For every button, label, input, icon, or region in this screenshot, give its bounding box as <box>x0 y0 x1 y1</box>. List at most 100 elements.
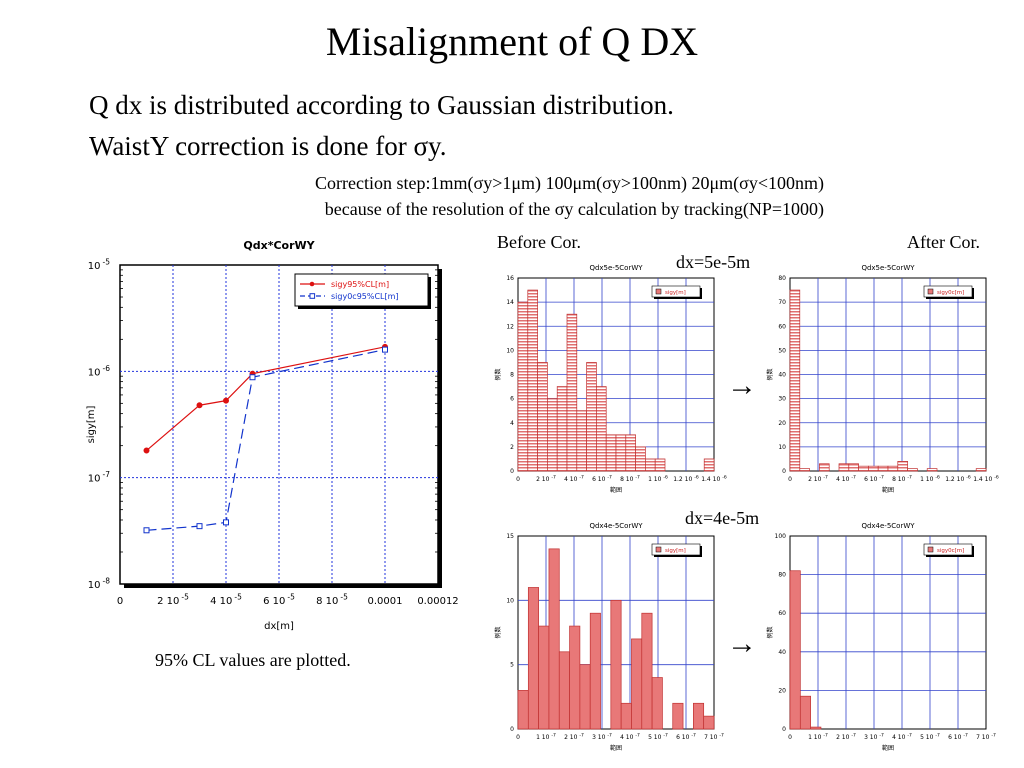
histogram-bar <box>789 570 801 730</box>
y-tick-label: 70 <box>778 299 786 306</box>
histogram-bar <box>799 468 810 472</box>
y-tick-label: 0 <box>510 468 514 475</box>
histogram-after-dx4e-5: Qdx4e-5CorWY 0 1 10 -7 2 10 -7 3 10 -7 4 10 -7 5 1… <box>766 522 996 752</box>
y-tick-label: 30 <box>778 396 786 403</box>
x-tick-label: 4 10 -7 <box>836 474 856 483</box>
x-axis-label: 範囲 <box>882 744 894 752</box>
main-line-chart: 0 2 10 -5 4 10 -5 6 10 -5 8 10 -5 0.0001 0.00012 10… <box>86 239 459 632</box>
legend-box <box>651 285 701 298</box>
data-point <box>249 374 256 381</box>
histogram-bar <box>848 463 859 472</box>
data-point <box>223 519 229 526</box>
histogram-bar <box>651 677 663 730</box>
caption: 95% CL values are plotted. <box>155 650 351 670</box>
y-axis-label: 例数 <box>494 626 502 638</box>
y-tick-label: 50 <box>778 347 786 354</box>
histogram-bar <box>537 362 548 472</box>
histogram-bar <box>819 463 830 472</box>
histogram-bar <box>569 625 581 730</box>
data-point <box>382 346 388 353</box>
x-tick-label: 0 <box>788 476 792 483</box>
y-axis-label: 例数 <box>766 626 774 638</box>
y-tick-label: 80 <box>778 572 786 579</box>
x-tick-label: 2 10 -7 <box>836 732 856 741</box>
x-tick-label: 8 10 -5 <box>316 593 348 608</box>
y-tick-label: 10 -6 <box>88 364 110 379</box>
histogram-bar <box>547 398 558 472</box>
data-point <box>143 527 150 534</box>
histogram-bar <box>897 461 908 472</box>
x-tick-label: 1 10 -7 <box>536 732 556 741</box>
x-tick-label: 3 10 -7 <box>592 732 612 741</box>
slide-title: Misalignment of Q DX <box>325 19 699 64</box>
x-tick-label: 2 10 -7 <box>536 474 556 483</box>
histogram-bar <box>789 289 801 472</box>
data-point <box>143 447 150 454</box>
y-tick-label: 100 <box>775 533 787 540</box>
histogram-bar <box>548 548 560 730</box>
x-tick-label: 1.2 10 -6 <box>945 474 971 483</box>
x-tick-label: 5 10 -7 <box>920 732 940 741</box>
y-tick-label: 15 <box>506 533 514 540</box>
legend-entry: sigy0c[m] <box>937 290 964 296</box>
histogram-bar <box>887 465 899 472</box>
histogram-bar <box>589 612 601 730</box>
legend-box <box>651 543 701 556</box>
x-tick-label: 4 10 -7 <box>564 474 584 483</box>
y-tick-label: 0 <box>782 468 786 475</box>
x-tick-label: 6 10 -5 <box>263 593 295 608</box>
legend-box <box>923 543 973 556</box>
note-resolution: because of the resolution of the σy calc… <box>324 199 824 219</box>
x-axis-label: 範囲 <box>610 744 622 752</box>
y-tick-label: 10 -8 <box>88 577 110 592</box>
histogram-bar <box>975 468 987 472</box>
histogram-bar <box>576 410 587 472</box>
x-tick-label: 6 10 -7 <box>676 732 696 741</box>
histogram-bar <box>625 434 636 472</box>
histogram-bar <box>620 702 632 730</box>
arrow-right-icon: → <box>727 369 757 402</box>
legend-swatch <box>927 546 934 553</box>
legend-marker <box>309 293 316 299</box>
plot-area <box>789 535 987 730</box>
x-tick-label: 4 10 -7 <box>892 732 912 741</box>
x-tick-label: 8 10 -7 <box>892 474 912 483</box>
x-tick-label: 8 10 -7 <box>620 474 640 483</box>
histogram-bar <box>566 313 578 472</box>
y-tick-label: 8 <box>510 372 514 379</box>
histogram-bar <box>556 386 568 472</box>
y-tick-label: 40 <box>778 372 786 379</box>
x-tick-label: 0.0001 <box>368 596 403 607</box>
x-tick-label: 0 <box>788 734 792 741</box>
histogram-bar <box>672 702 684 730</box>
y-tick-label: 40 <box>778 649 786 656</box>
histogram-bar <box>703 715 715 730</box>
x-tick-label: 2 10 -7 <box>564 732 584 741</box>
histogram-before-dx5e-5: Qdx5e-5CorWY 0 2 10 -7 4 10 -7 6 10 -7 8 10 -7 1 1… <box>494 264 727 494</box>
y-tick-label: 2 <box>510 444 514 451</box>
histogram-bar <box>605 434 617 472</box>
x-tick-label: 1.4 10 -6 <box>701 474 727 483</box>
y-tick-label: 0 <box>510 726 514 733</box>
histogram-bar <box>517 690 529 730</box>
before-correction-label: Before Cor. <box>497 232 581 252</box>
x-tick-label: 6 10 -7 <box>948 732 968 741</box>
x-tick-label: 0 <box>117 596 123 607</box>
y-tick-label: 20 <box>778 687 786 694</box>
histogram-bar <box>527 587 539 730</box>
y-tick-label: 10 <box>506 597 514 604</box>
legend-box <box>294 273 429 307</box>
y-tick-label: 12 <box>506 323 514 330</box>
y-tick-label: 10 -5 <box>88 258 110 273</box>
x-tick-label: 0.00012 <box>417 596 458 607</box>
x-axis-label: 範囲 <box>610 486 622 494</box>
y-axis-label: sigy[m] <box>86 406 97 444</box>
histogram-bar <box>641 612 653 730</box>
x-tick-label: 6 10 -7 <box>864 474 884 483</box>
histogram-bar <box>631 638 643 730</box>
y-tick-label: 14 <box>506 299 514 306</box>
y-axis-label: 例数 <box>494 368 502 380</box>
histogram-bar <box>693 702 705 730</box>
y-tick-label: 5 <box>510 662 514 669</box>
x-tick-label: 2 10 -7 <box>808 474 828 483</box>
